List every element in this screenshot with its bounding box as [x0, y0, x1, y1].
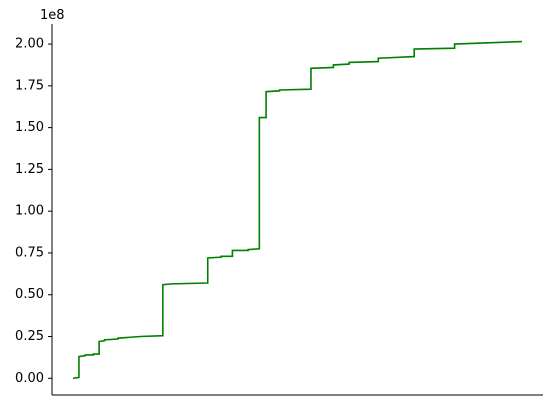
y-tick-label: 1.50: [15, 120, 44, 135]
plot-area: [72, 40, 522, 380]
series-line-0: [72, 40, 522, 380]
y-tick-label: 0.50: [15, 287, 44, 302]
y-tick-label: 1.75: [15, 78, 44, 93]
y-tick-label: 0.00: [15, 371, 44, 386]
y-axis: 0.00 0.25 0.50 0.75 1.00 1.25 1.50 1.75 2.00: [15, 24, 53, 395]
y-tick-label: 1.00: [15, 204, 44, 219]
y-tick-label: 0.25: [15, 329, 44, 344]
y-tick-label: 1.25: [15, 162, 44, 177]
y-tick-label: 0.75: [15, 245, 44, 260]
y-tick-label: 2.00: [15, 37, 44, 52]
y-axis-offset-label: 1e8: [40, 8, 65, 23]
